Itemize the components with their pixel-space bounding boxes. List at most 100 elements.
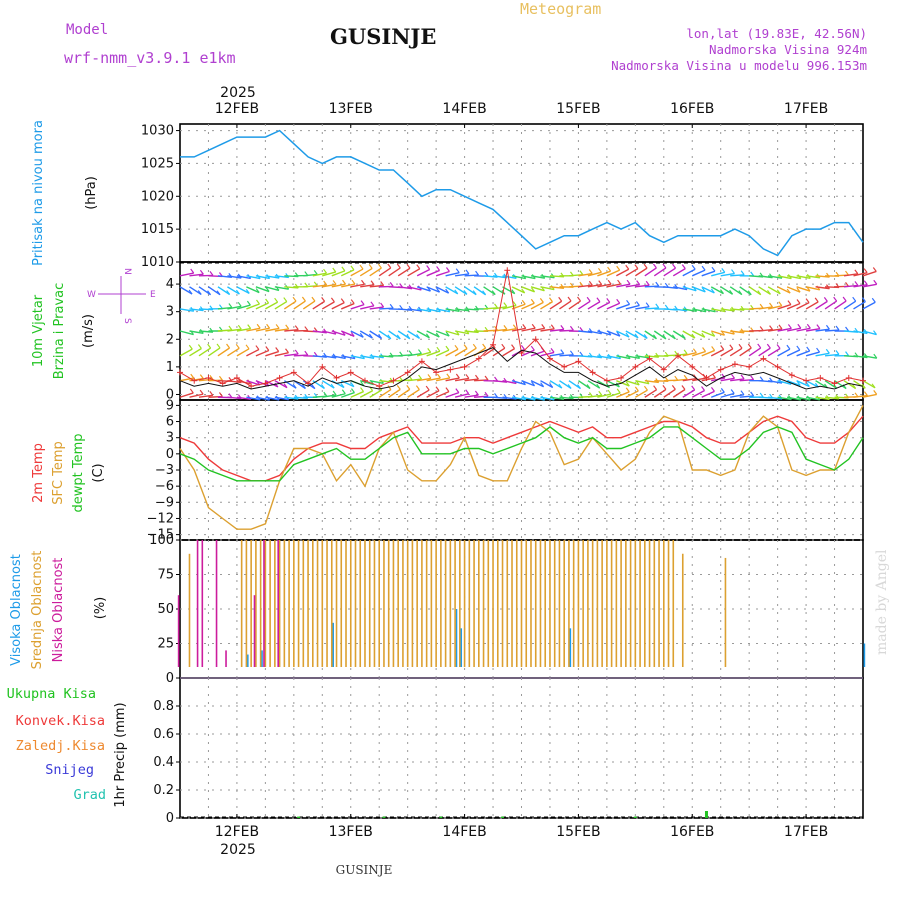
wind-barb-flag [634, 264, 639, 269]
wind-barb [777, 286, 791, 294]
wind-barb-flag [873, 390, 878, 395]
wind-barb [312, 284, 327, 288]
wind-barb-flag [482, 343, 487, 349]
wind-barb [464, 330, 479, 334]
wind-barb [189, 286, 202, 296]
wind-barb-flag [814, 297, 819, 303]
wind-barb-flag [711, 266, 716, 272]
wind-barb-flag [672, 263, 677, 269]
wind-barb [768, 379, 783, 384]
wind-barb-flag [380, 281, 385, 286]
wind-barb [388, 388, 401, 398]
wind-barb-flag [350, 331, 355, 337]
wind-barb-flag [816, 324, 821, 329]
wind-barb-flag [503, 302, 508, 308]
wind-barb-flag [435, 332, 440, 338]
wind-barb [416, 351, 431, 357]
wind-barb [227, 328, 242, 332]
wind-barb-flag [235, 289, 240, 295]
bottom-year-label: 2025 [220, 842, 256, 858]
wind-barb [227, 286, 240, 295]
wind-barb-flag [729, 289, 734, 295]
wind-barb [435, 349, 450, 357]
wind-barb [805, 301, 819, 310]
y-tick-label: 2 [166, 332, 174, 347]
wind-barb [796, 275, 811, 280]
wind-barb [341, 283, 356, 288]
wind-barb [435, 286, 449, 294]
wind-barb-flag [645, 302, 650, 308]
wind-barb-flag [445, 345, 450, 351]
elevation-text: Nadmorska Visina 924m [709, 42, 867, 57]
wind-barb [379, 355, 394, 358]
wind-barb [255, 327, 270, 332]
wind-barb-flag [246, 300, 251, 306]
wind-barb [720, 272, 735, 277]
wind-barb-flag [731, 373, 735, 379]
wind-barb-flag [787, 300, 792, 305]
wind-barb-flag [615, 382, 620, 388]
compass-n: N [122, 268, 132, 275]
wind-barb-flag [681, 385, 686, 390]
wind-barb-flag [873, 279, 878, 285]
wind-barb [587, 283, 602, 288]
wind-barb [388, 267, 401, 277]
wind-barb-flag [418, 374, 423, 380]
wind-barb [274, 300, 288, 310]
bottom-day-label: 12FEB [215, 824, 259, 840]
precip-bar [501, 816, 505, 818]
wind-barb-flag [465, 269, 470, 275]
wind-barb [711, 308, 726, 313]
wind-barb [189, 273, 204, 277]
wind-barb [454, 348, 468, 357]
wind-barb [616, 380, 630, 387]
wind-barb-flag [842, 296, 847, 302]
wind-ylabel-2: Brzina i Pravac [52, 283, 67, 380]
wind-barb-flag [245, 344, 250, 350]
wind-barb [587, 301, 601, 310]
y-tick-label: 1010 [141, 255, 174, 270]
temp-line-1 [179, 405, 864, 530]
wind-barb [739, 379, 754, 382]
wind-barb [416, 286, 431, 292]
wind-barb-flag [625, 387, 630, 393]
precip-ylabel: 1hr Precip (mm) [113, 702, 128, 807]
wind-barb-flag [406, 385, 411, 390]
top-day-label: 15FEB [556, 101, 600, 117]
wind-barb-flag [655, 303, 660, 309]
wind-barb [331, 330, 346, 336]
precip-legend-hail: Grad [73, 787, 106, 803]
wind-barb-flag [226, 343, 231, 349]
wind-barb [644, 330, 657, 340]
wind-barb-flag [265, 287, 270, 292]
wind-barb [720, 377, 735, 382]
model-name: wrf-nmm_v3.9.1 e1km [64, 49, 236, 67]
wind-barb [265, 286, 280, 292]
wind-barb-flag [796, 345, 801, 351]
wind-barb [540, 286, 555, 291]
wind-ylabel-1: 10m Vjetar [31, 294, 46, 367]
wind-barb-flag [607, 279, 612, 285]
wind-barb-flag [643, 263, 648, 269]
wind-barb-flag [294, 349, 299, 355]
wind-barb [587, 394, 602, 398]
wind-barb-flag [255, 288, 260, 293]
wind-barb [426, 330, 440, 338]
wind-barb-flag [463, 344, 468, 349]
wind-barb-flag [484, 375, 489, 381]
wind-barb [644, 355, 659, 358]
wind-barb [502, 348, 515, 357]
wind-barb-flag [720, 345, 725, 350]
wind-barb-flag [342, 279, 346, 285]
wind-barb-flag [861, 297, 866, 302]
wind-barb [625, 267, 639, 277]
wind-barb [587, 355, 602, 359]
wind-barb-flag [427, 347, 432, 353]
wind-barb-flag [396, 385, 401, 390]
wind-barb [189, 330, 204, 335]
wind-barb-flag [226, 290, 231, 295]
wind-barb [217, 275, 232, 279]
wind-barb [644, 379, 659, 384]
cloud-ylabel-2: Srednja Oblacnost [30, 551, 45, 670]
wind-barb-flag [852, 384, 857, 389]
